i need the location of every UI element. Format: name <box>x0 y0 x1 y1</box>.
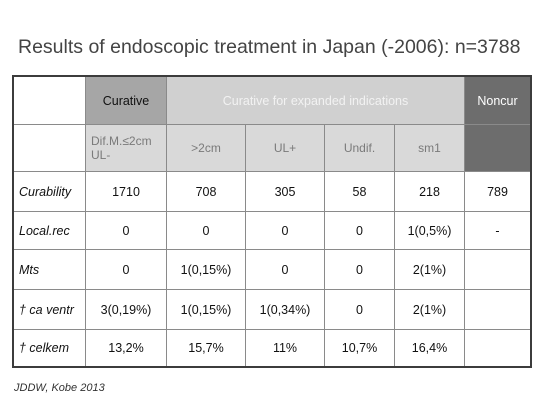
header-cell: Curative for expanded indications <box>167 77 465 125</box>
data-cell <box>465 250 530 290</box>
corner-cell <box>14 77 86 125</box>
data-cell: 16,4% <box>395 330 465 366</box>
row-label: † ca ventr <box>14 290 86 330</box>
data-cell: 2(1%) <box>395 290 465 330</box>
subheader-line: sm1 <box>418 141 441 155</box>
header-cell: Noncur <box>465 77 530 125</box>
subheader-line: >2cm <box>191 141 221 155</box>
subheader-line: Dif.M.≤2cm <box>91 134 152 148</box>
row-label: Local.rec <box>14 212 86 250</box>
data-cell: 0 <box>86 212 167 250</box>
data-cell: 3(0,19%) <box>86 290 167 330</box>
data-cell: 1710 <box>86 172 167 212</box>
header-cell: Curative <box>86 77 167 125</box>
subheader-cell: Dif.M.≤2cm UL- <box>86 125 167 172</box>
slide-title: Results of endoscopic treatment in Japan… <box>18 36 521 58</box>
footer: JDDW, Kobe 2013 <box>14 382 105 394</box>
data-cell: 1(0,15%) <box>167 250 246 290</box>
row-label: † celkem <box>14 330 86 366</box>
subheader-line: UL+ <box>273 141 297 155</box>
table: Curative Curative for expanded indication… <box>12 75 532 368</box>
data-cell: 0 <box>246 212 325 250</box>
data-cell <box>465 290 530 330</box>
subheader-cell: UL+ <box>246 125 325 172</box>
data-cell: 58 <box>325 172 395 212</box>
subheader-line: Undif. <box>343 141 376 155</box>
data-cell: 0 <box>167 212 246 250</box>
subheader-line: UL- <box>91 148 111 162</box>
data-cell: 305 <box>246 172 325 212</box>
data-cell: 0 <box>325 250 395 290</box>
subheader-cell <box>465 125 530 172</box>
data-cell: 0 <box>86 250 167 290</box>
data-cell: 0 <box>246 250 325 290</box>
data-cell: 13,2% <box>86 330 167 366</box>
row-label: Curability <box>14 172 86 212</box>
data-cell: 789 <box>465 172 530 212</box>
data-cell: 0 <box>325 290 395 330</box>
data-cell: 708 <box>167 172 246 212</box>
subheader-cell: sm1 <box>395 125 465 172</box>
data-cell: - <box>465 212 530 250</box>
data-cell: 15,7% <box>167 330 246 366</box>
subheader-cell: Undif. <box>325 125 395 172</box>
data-cell: 10,7% <box>325 330 395 366</box>
corner-cell <box>14 125 86 172</box>
data-cell: 1(0,34%) <box>246 290 325 330</box>
data-cell: 2(1%) <box>395 250 465 290</box>
data-cell: 11% <box>246 330 325 366</box>
data-cell <box>465 330 530 366</box>
row-label: Mts <box>14 250 86 290</box>
data-cell: 0 <box>325 212 395 250</box>
subheader-cell: >2cm <box>167 125 246 172</box>
data-cell: 1(0,15%) <box>167 290 246 330</box>
data-cell: 218 <box>395 172 465 212</box>
data-cell: 1(0,5%) <box>395 212 465 250</box>
